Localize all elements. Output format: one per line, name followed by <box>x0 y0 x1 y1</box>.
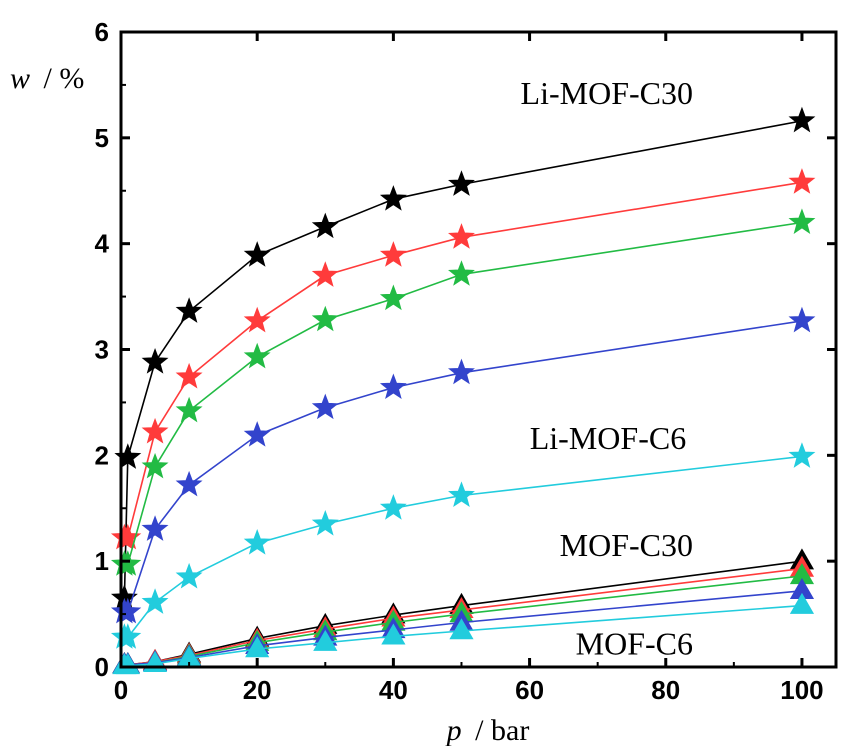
data-point-star <box>141 452 169 479</box>
y-tick-label: 5 <box>95 123 109 153</box>
data-point-star <box>311 509 339 536</box>
y-axis-var: w <box>10 62 30 95</box>
data-point-star <box>141 348 169 374</box>
x-tick-label: 80 <box>651 675 680 705</box>
y-tick-label: 2 <box>95 440 109 470</box>
data-point-star <box>114 550 142 576</box>
data-point-star <box>243 342 271 369</box>
x-axis-unit: / bar <box>475 714 529 746</box>
data-point-star <box>379 373 407 400</box>
series-3 <box>110 306 816 624</box>
data-point-triangle <box>245 636 270 658</box>
series-annotation: Li-MOF-C6 <box>530 420 686 456</box>
data-point-star <box>379 241 407 267</box>
data-point-star <box>175 362 203 389</box>
data-point-star <box>788 168 816 194</box>
series-annotation: Li-MOF-C30 <box>521 75 693 111</box>
y-axis-title: w / % <box>10 62 84 95</box>
y-tick-label: 0 <box>95 652 109 682</box>
series-line <box>123 120 803 599</box>
data-point-star <box>243 306 271 333</box>
x-tick-label: 40 <box>379 675 408 705</box>
x-axis-var: p <box>445 714 462 746</box>
data-point-star <box>243 529 271 555</box>
y-tick-label: 4 <box>95 229 110 259</box>
data-point-star <box>311 305 339 332</box>
annotation-layer: Li-MOF-C30 Li-MOF-C6 MOF-C30 MOF-C6 <box>521 75 693 661</box>
data-point-star <box>114 623 142 649</box>
series-annotation: MOF-C30 <box>560 527 693 563</box>
data-point-star <box>175 396 203 423</box>
data-point-star <box>448 358 475 385</box>
data-point-star <box>141 515 169 541</box>
series-layer <box>110 106 816 675</box>
data-point-star <box>175 562 203 589</box>
y-tick-label: 1 <box>95 546 109 576</box>
x-tick-label: 100 <box>780 675 823 705</box>
y-axis-unit: / % <box>44 62 85 95</box>
series-1 <box>110 168 816 550</box>
series-2 <box>110 208 816 576</box>
data-point-star <box>379 284 407 311</box>
data-point-star <box>311 212 339 239</box>
series-annotation: MOF-C6 <box>576 625 693 661</box>
data-point-star <box>788 208 816 234</box>
data-point-star <box>448 223 475 249</box>
data-point-star <box>788 442 816 468</box>
data-point-star <box>448 170 475 196</box>
x-tick-label: 60 <box>515 675 544 705</box>
data-point-triangle <box>449 618 474 640</box>
data-point-star <box>141 588 169 614</box>
data-point-star <box>311 393 339 420</box>
data-point-star <box>114 597 142 624</box>
y-tick-label: 3 <box>95 335 109 365</box>
data-point-star <box>243 421 271 447</box>
data-point-star <box>175 297 203 323</box>
x-tick-label: 0 <box>114 675 128 705</box>
data-point-triangle <box>381 623 406 645</box>
data-point-star <box>788 106 816 133</box>
y-tick-label: 6 <box>95 17 109 47</box>
x-tick-label: 20 <box>243 675 272 705</box>
data-point-triangle <box>313 629 338 651</box>
series-0 <box>110 106 816 610</box>
x-axis-title: p / bar <box>445 714 530 746</box>
data-point-star <box>243 241 271 267</box>
data-point-star <box>379 185 407 211</box>
data-point-star <box>788 306 816 333</box>
data-point-star <box>448 260 475 286</box>
data-point-star <box>141 417 169 444</box>
data-point-star <box>379 494 407 520</box>
plot-frame <box>119 30 838 669</box>
data-point-triangle <box>789 592 815 614</box>
series-4 <box>110 442 816 649</box>
data-point-star <box>311 261 339 287</box>
data-point-star <box>448 481 475 507</box>
data-point-star <box>175 470 203 497</box>
series-9 <box>112 592 815 675</box>
